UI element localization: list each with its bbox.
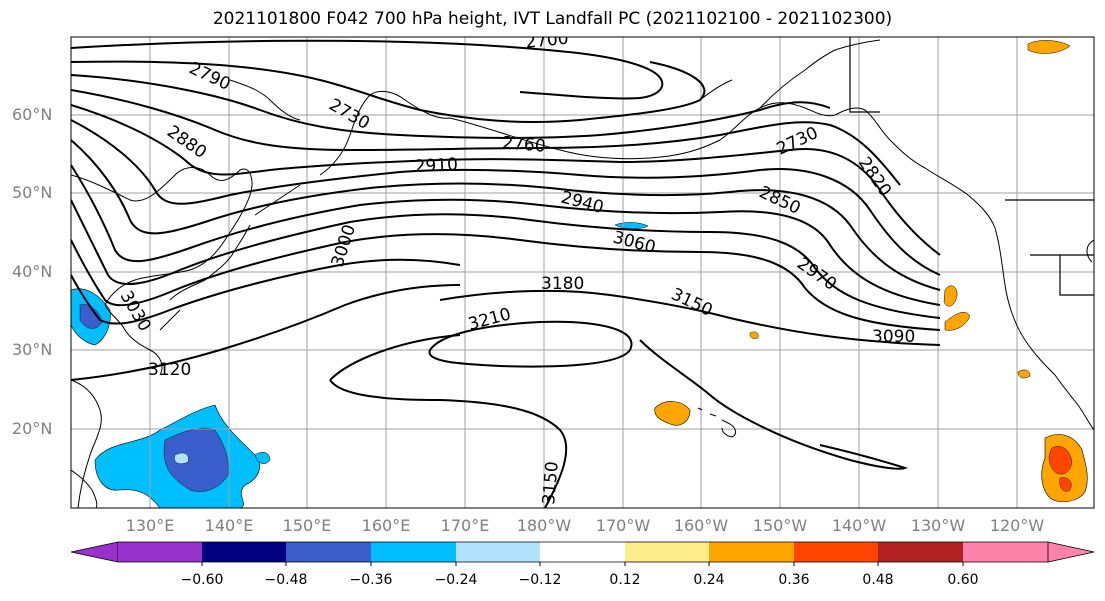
lon-label: 150°W [752, 516, 808, 535]
colorbar-tick-label: 0.60 [947, 572, 979, 588]
lat-label-30n: 30°N [12, 340, 53, 359]
contour-label: 3150 [539, 461, 563, 506]
map-title: 2021101800 F042 700 hPa height, IVT Land… [212, 9, 893, 29]
lat-label-20n: 20°N [12, 419, 53, 438]
lon-label: 140°W [831, 516, 887, 535]
graticule [71, 37, 1094, 508]
ivt-shading [71, 40, 1088, 508]
boundaries [849, 37, 1094, 296]
lon-label: 180°W [516, 516, 572, 535]
lon-label: 120°W [989, 516, 1045, 535]
colorbar-tick-label: −0.12 [518, 572, 562, 588]
colorbar-tick-label: −0.60 [180, 572, 224, 588]
colorbar-tick-label: −0.24 [434, 572, 478, 588]
contour-label: 3180 [541, 274, 584, 294]
lon-label: 140°E [204, 516, 254, 535]
colorbar-tick-label: −0.48 [264, 572, 308, 588]
contour-label: 2760 [502, 133, 547, 157]
lon-label: 170°W [595, 516, 651, 535]
contour-label: 3090 [872, 327, 915, 347]
lon-label: 160°E [361, 516, 411, 535]
colorbar-tick-label: 0.36 [778, 572, 810, 588]
colorbar-tick-label: 0.12 [609, 572, 641, 588]
lon-label: 150°E [282, 516, 332, 535]
positive-anomaly-region [654, 401, 691, 426]
lon-label: 130°W [910, 516, 966, 535]
colorbar-tick-label: 0.48 [862, 572, 894, 588]
lon-label: 170°E [440, 516, 490, 535]
lat-label-40n: 40°N [12, 262, 53, 281]
colorbar [70, 541, 1095, 566]
lon-label: 130°E [125, 516, 175, 535]
contour-label: 3120 [148, 360, 191, 380]
positive-anomaly-region [943, 285, 958, 307]
lat-label-60n: 60°N [12, 105, 53, 124]
contour-label: 2910 [414, 155, 458, 177]
map-border [70, 36, 1095, 509]
colorbar-tick-label: 0.24 [693, 572, 725, 588]
lat-label-50n: 50°N [12, 183, 53, 202]
height-contours [71, 39, 941, 508]
colorbar-tick-label: −0.36 [349, 572, 393, 588]
lon-label: 160°W [673, 516, 729, 535]
contour-label: 2700 [524, 29, 569, 53]
